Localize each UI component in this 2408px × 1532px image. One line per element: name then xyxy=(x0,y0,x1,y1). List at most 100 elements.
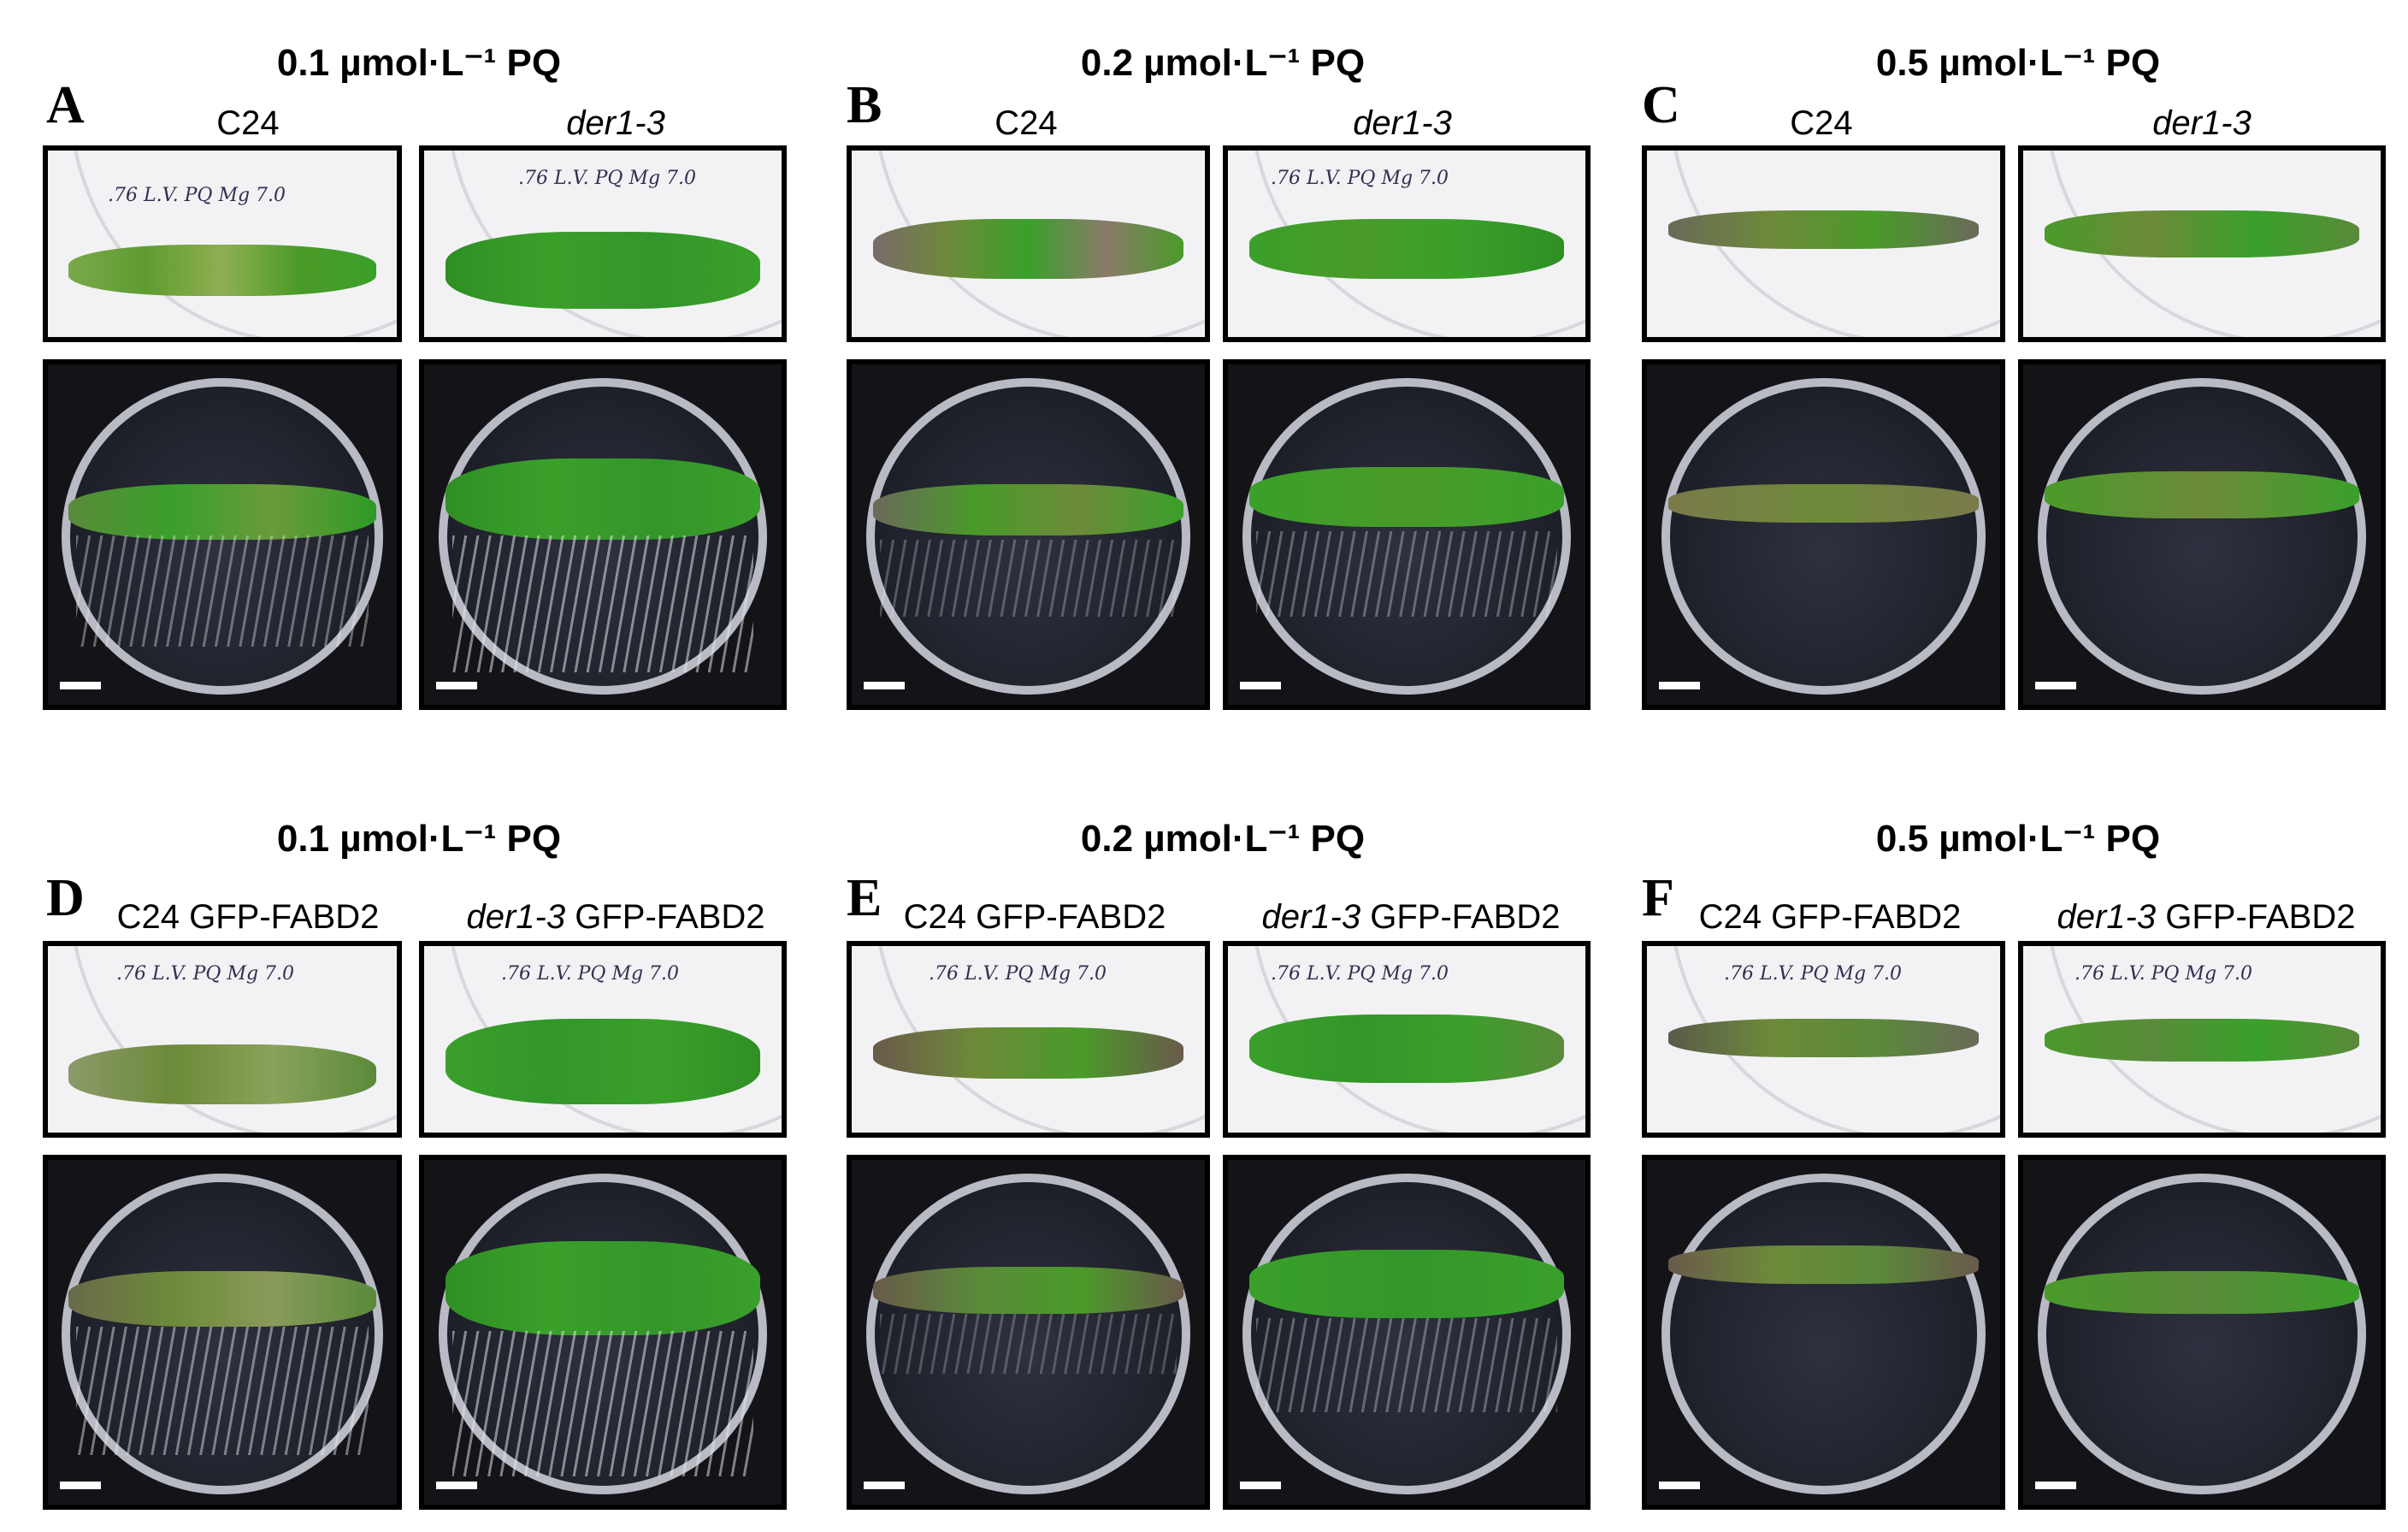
root-zone xyxy=(1256,1318,1557,1412)
seedling-row xyxy=(2045,1019,2359,1062)
genotype-label-right: der1-3 GFP-FABD2 xyxy=(466,898,765,936)
scale-bar xyxy=(1659,1482,1700,1489)
scale-bar xyxy=(60,1482,101,1489)
plate-top-view-der1-3-gfp-fabd2: .76 L.V. PQ Mg 7.0 xyxy=(419,941,787,1138)
seedling-row xyxy=(872,484,1184,535)
panel-letter: A xyxy=(46,76,85,134)
plate-writing: .76 L.V. PQ Mg 7.0 xyxy=(518,168,697,189)
plate-bottom-view-der1-3 xyxy=(419,359,787,710)
plate-top-view-der1-3: .76 L.V. PQ Mg 7.0 xyxy=(1223,145,1591,342)
scale-bar xyxy=(1659,682,1700,689)
scale-bar xyxy=(2035,682,2076,689)
plate-bottom-view-der1-3 xyxy=(1223,359,1591,710)
seedling-row xyxy=(68,1044,376,1104)
panel-f: 0.5 µmol·L⁻¹ PQ F C24 GFP-FABD2 der1-3 G… xyxy=(1642,817,2394,1518)
plate-top-view-der1-3: .76 L.V. PQ Mg 7.0 xyxy=(419,145,787,342)
plate-top-view-der1-3-gfp-fabd2: .76 L.V. PQ Mg 7.0 xyxy=(1223,941,1591,1138)
genotype-label-right: der1-3 GFP-FABD2 xyxy=(1261,898,1561,936)
plate-bottom-view-der1-3 xyxy=(2018,359,2386,710)
plate-top-view-c24-gfp-fabd2: .76 L.V. PQ Mg 7.0 xyxy=(1642,941,2005,1138)
seedling-row xyxy=(446,458,760,540)
root-zone xyxy=(452,535,753,672)
plate-writing: .76 L.V. PQ Mg 7.0 xyxy=(1271,168,1449,189)
plate-top-view-c24 xyxy=(1642,145,2005,342)
plate-bottom-view-der1-3-gfp-fabd2 xyxy=(2018,1155,2386,1510)
plate-bottom-view-c24 xyxy=(43,359,402,710)
plate-writing: .76 L.V. PQ Mg 7.0 xyxy=(1271,963,1449,985)
panel-letter: C xyxy=(1642,76,1680,134)
root-zone xyxy=(1256,531,1557,617)
genotype-label-right: der1-3 xyxy=(1353,104,1452,142)
plate-bottom-view-der1-3-gfp-fabd2 xyxy=(1223,1155,1591,1510)
seedling-row xyxy=(68,1271,376,1327)
root-zone xyxy=(880,540,1177,617)
plate-top-view-c24-gfp-fabd2: .76 L.V. PQ Mg 7.0 xyxy=(847,941,1210,1138)
genotype-label-right: der1-3 xyxy=(2152,104,2252,142)
seedling-row xyxy=(2045,471,2359,518)
scale-bar xyxy=(864,1482,905,1489)
scale-bar xyxy=(436,682,477,689)
plate-bottom-view-c24 xyxy=(847,359,1210,710)
genotype-label-left: C24 GFP-FABD2 xyxy=(116,898,380,936)
plate-bottom-view-c24-gfp-fabd2 xyxy=(847,1155,1210,1510)
genotype-label-left: C24 xyxy=(216,104,280,142)
seedling-row xyxy=(2045,1271,2359,1314)
panel-letter: F xyxy=(1642,869,1674,927)
seedling-row xyxy=(68,484,376,540)
condition-title: 0.1 µmol·L⁻¹ PQ xyxy=(276,818,562,860)
plate-top-view-c24: .76 L.V. PQ Mg 7.0 xyxy=(43,145,402,342)
scale-bar xyxy=(1240,682,1281,689)
seedling-row xyxy=(1667,1245,1980,1284)
plate-writing: .76 L.V. PQ Mg 7.0 xyxy=(1724,963,1903,985)
seedling-row xyxy=(1249,1014,1564,1083)
seedling-row xyxy=(68,245,376,296)
panel-letter: E xyxy=(847,869,882,927)
seedling-row xyxy=(1667,1019,1980,1057)
seedling-row xyxy=(1249,467,1564,527)
plate-bottom-view-c24-gfp-fabd2 xyxy=(1642,1155,2005,1510)
genotype-label-left: C24 GFP-FABD2 xyxy=(1698,898,1962,936)
root-zone xyxy=(75,535,369,647)
plate-bottom-view-c24 xyxy=(1642,359,2005,710)
condition-title: 0.1 µmol·L⁻¹ PQ xyxy=(276,42,562,84)
seedling-row xyxy=(2045,210,2359,257)
panel-d: 0.1 µmol·L⁻¹ PQ D C24 GFP-FABD2 der1-3 G… xyxy=(43,817,795,1518)
condition-title: 0.5 µmol·L⁻¹ PQ xyxy=(1875,42,2161,84)
panel-a: 0.1 µmol·L⁻¹ PQ A C24 der1-3 .76 L.V. PQ… xyxy=(43,26,795,719)
genotype-label-left: C24 xyxy=(994,104,1058,142)
condition-title: 0.2 µmol·L⁻¹ PQ xyxy=(1080,42,1366,84)
seedling-row xyxy=(1249,219,1564,279)
condition-title: 0.5 µmol·L⁻¹ PQ xyxy=(1875,818,2161,860)
plate-writing: .76 L.V. PQ Mg 7.0 xyxy=(116,963,295,985)
panel-letter: B xyxy=(847,76,882,134)
plate-writing: .76 L.V. PQ Mg 7.0 xyxy=(929,963,1107,985)
plate-writing: .76 L.V. PQ Mg 7.0 xyxy=(2075,963,2253,985)
plate-writing: .76 L.V. PQ Mg 7.0 xyxy=(501,963,680,985)
plate-top-view-der1-3 xyxy=(2018,145,2386,342)
genotype-label-left: C24 GFP-FABD2 xyxy=(903,898,1166,936)
genotype-label-left: C24 xyxy=(1790,104,1853,142)
root-zone xyxy=(75,1327,369,1455)
seedling-row xyxy=(446,232,760,309)
plate-bottom-view-c24-gfp-fabd2 xyxy=(43,1155,402,1510)
scale-bar xyxy=(864,682,905,689)
plate-top-view-c24-gfp-fabd2: .76 L.V. PQ Mg 7.0 xyxy=(43,941,402,1138)
seedling-row xyxy=(1249,1250,1564,1318)
panel-b: 0.2 µmol·L⁻¹ PQ B C24 der1-3 .76 L.V. PQ… xyxy=(847,26,1599,719)
scale-bar xyxy=(60,682,101,689)
panel-letter: D xyxy=(46,869,85,927)
seedling-row xyxy=(872,1267,1184,1314)
condition-title: 0.2 µmol·L⁻¹ PQ xyxy=(1080,818,1366,860)
genotype-label-right: der1-3 GFP-FABD2 xyxy=(2057,898,2356,936)
plate-top-view-c24 xyxy=(847,145,1210,342)
scale-bar xyxy=(2035,1482,2076,1489)
root-zone xyxy=(452,1331,753,1476)
panel-c: 0.5 µmol·L⁻¹ PQ C C24 der1-3 xyxy=(1642,26,2394,719)
seedling-row xyxy=(1667,210,1980,249)
seedling-row xyxy=(1667,484,1980,523)
seedling-row xyxy=(446,1241,760,1335)
scale-bar xyxy=(1240,1482,1281,1489)
plate-bottom-view-der1-3-gfp-fabd2 xyxy=(419,1155,787,1510)
plate-writing: .76 L.V. PQ Mg 7.0 xyxy=(108,185,286,206)
scale-bar xyxy=(436,1482,477,1489)
